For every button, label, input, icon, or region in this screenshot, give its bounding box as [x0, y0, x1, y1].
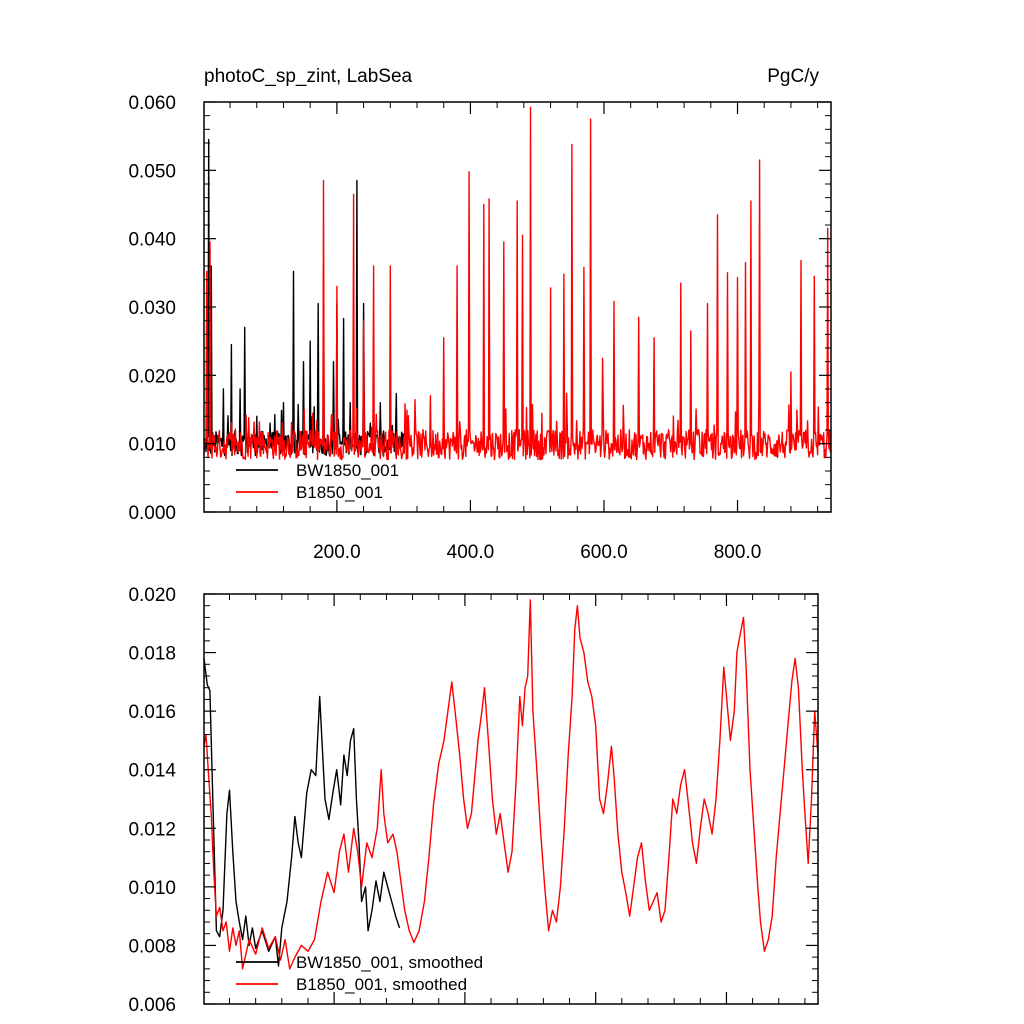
- legend: BW1850_001 B1850_001: [236, 461, 399, 502]
- y-tick-label: 0.060: [128, 93, 176, 114]
- y-tick-label: 0.010: [128, 435, 176, 456]
- series-line-1: [203, 658, 401, 967]
- y-tick-label: 0.030: [128, 298, 176, 319]
- x-tick-label: 200.0: [313, 542, 361, 563]
- legend-label: B1850_001, smoothed: [296, 975, 467, 994]
- series-line-2: [203, 106, 832, 461]
- series-layer: [203, 106, 832, 461]
- x-tick-label: 600.0: [580, 542, 628, 563]
- y-tick-label: 0.010: [128, 878, 176, 899]
- tick-layer: 0.006 0.008 0.010 0.012 0.014 0.016 0.018 0.020: [128, 585, 818, 1016]
- x-tick-label: 400.0: [447, 542, 495, 563]
- y-tick-label: 0.040: [128, 230, 176, 251]
- y-tick-label: 0.012: [128, 819, 176, 840]
- tick-layer: 0.000 0.010 0.020 0.030 0.040 0.050 0.060 200.0…: [128, 93, 831, 563]
- legend: BW1850_001, smoothed B1850_001, smoothed: [236, 953, 483, 994]
- series-layer: [203, 599, 819, 970]
- y-tick-label: 0.014: [128, 761, 176, 782]
- y-tick-label: 0.006: [128, 995, 176, 1016]
- plot-frame: [203, 593, 819, 1005]
- y-tick-label: 0.008: [128, 936, 176, 957]
- legend-label: B1850_001: [296, 483, 383, 502]
- x-tick-label: 800.0: [714, 542, 762, 563]
- y-tick-label: 0.020: [128, 366, 176, 387]
- chart-panel-smoothed: 0.006 0.008 0.010 0.012 0.014 0.016 0.018 0.020…: [128, 585, 819, 1016]
- legend-label: BW1850_001: [296, 461, 399, 480]
- y-tick-label: 0.016: [128, 702, 176, 723]
- chart-title: photoC_sp_zint, LabSea: [204, 66, 413, 87]
- chart-panel-photoc: 0.000 0.010 0.020 0.030 0.040 0.050 0.060 200.0…: [128, 66, 832, 563]
- y-tick-label: 0.050: [128, 161, 176, 182]
- unit-label: PgC/y: [767, 66, 819, 87]
- legend-label: BW1850_001, smoothed: [296, 953, 483, 972]
- y-tick-label: 0.018: [128, 644, 176, 665]
- y-tick-label: 0.020: [128, 585, 176, 606]
- series-line-2: [203, 599, 819, 970]
- y-tick-label: 0.000: [128, 503, 176, 524]
- series-line-1: [203, 138, 405, 457]
